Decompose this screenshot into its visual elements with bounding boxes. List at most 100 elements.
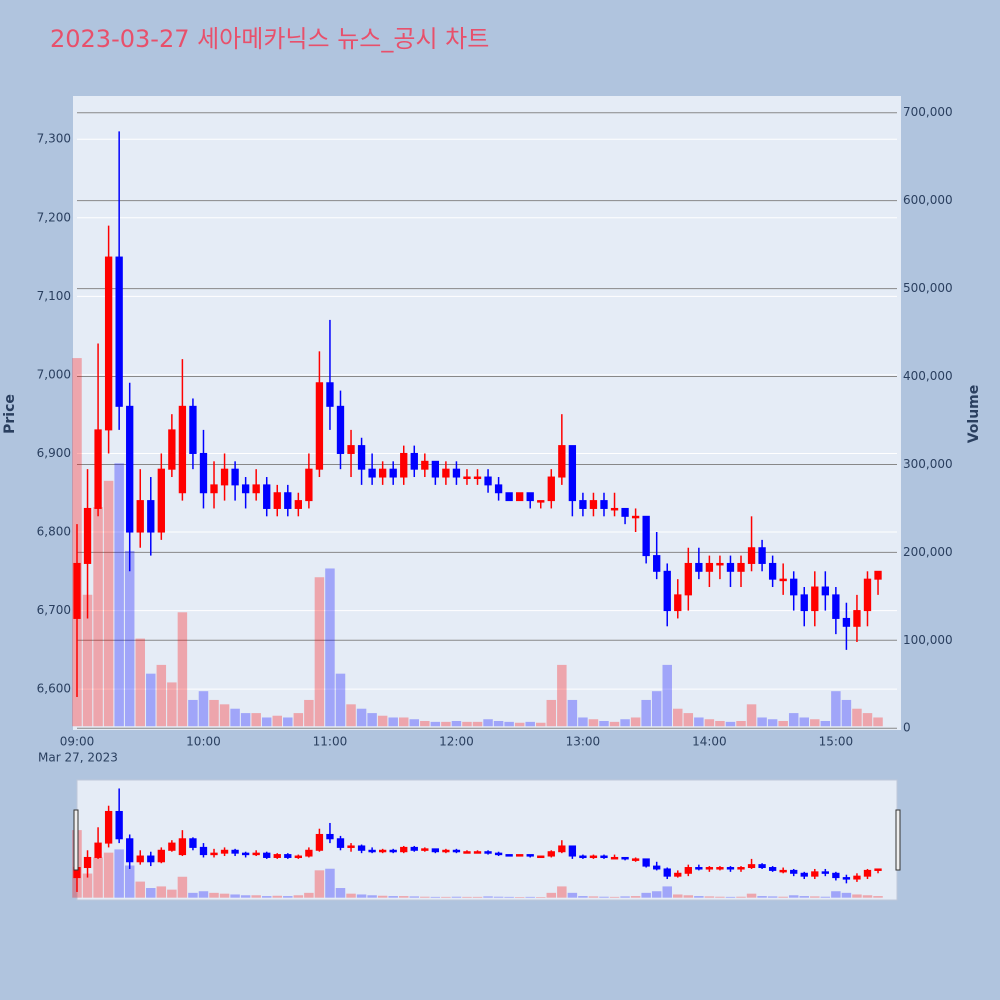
chart-title: 2023-03-27 세아메카닉스 뉴스_공시 차트: [50, 25, 489, 53]
y-tick-label: 6,600: [37, 682, 71, 696]
y-tick-label: 7,000: [37, 367, 71, 381]
volume-bar: [209, 892, 219, 898]
volume-bar: [367, 713, 377, 727]
candle-body: [463, 476, 471, 480]
volume-bar: [483, 719, 493, 727]
candle-body: [568, 445, 577, 502]
candle-body: [431, 848, 440, 853]
candle-body: [874, 868, 882, 871]
candle-body: [94, 842, 102, 858]
volume-bar: [367, 895, 377, 898]
candle-body: [505, 854, 513, 857]
volume-bar: [209, 699, 219, 727]
candle-body: [452, 468, 461, 478]
volume-bar: [283, 717, 293, 727]
volume-bar: [609, 896, 620, 898]
volume-bar: [578, 896, 588, 898]
volume-bar: [715, 720, 725, 727]
volume-bar: [261, 717, 272, 727]
y-tick-label: 7,200: [37, 210, 71, 224]
volume-bar: [557, 664, 567, 727]
volume-bar: [620, 896, 630, 898]
candle-body: [653, 865, 661, 870]
volume-bar: [156, 886, 167, 898]
candle-body: [768, 867, 777, 871]
volume-bar: [240, 713, 251, 727]
candle-body: [220, 849, 229, 854]
candle-body: [516, 854, 524, 857]
volume-bar: [578, 717, 588, 727]
candle-body: [484, 476, 492, 486]
candle-body: [400, 452, 408, 478]
volume-bar: [725, 721, 736, 727]
y2-tick-label: 500,000: [903, 281, 953, 295]
volume-bar: [746, 704, 757, 727]
candle-body: [104, 810, 113, 844]
candle-body: [263, 484, 271, 509]
candle-body: [631, 515, 640, 519]
y2-tick-label: 0: [903, 721, 911, 735]
candle-body: [115, 256, 123, 407]
volume-bar: [820, 720, 831, 727]
volume-bar: [504, 896, 514, 898]
volume-bar: [188, 892, 198, 898]
volume-bar: [673, 708, 683, 727]
range-handle[interactable]: [73, 809, 79, 871]
volume-bar: [388, 896, 398, 898]
candle-body: [705, 562, 714, 572]
candle-body: [473, 851, 482, 854]
candle-body: [579, 500, 587, 509]
candle-body: [199, 846, 208, 856]
volume-bar: [409, 896, 420, 898]
volume-bar: [767, 896, 778, 898]
plot-area: [73, 96, 901, 730]
candle-body: [790, 869, 798, 874]
candle-body: [147, 500, 155, 533]
volume-bar: [588, 719, 599, 727]
candle-body: [547, 476, 555, 502]
volume-bar: [93, 507, 103, 727]
volume-bar: [799, 717, 809, 727]
volume-bar: [135, 638, 145, 727]
candle-body: [273, 854, 281, 858]
candle-body: [136, 855, 144, 863]
volume-bar: [198, 891, 209, 898]
candle-body: [220, 468, 229, 486]
range-handle[interactable]: [895, 809, 901, 871]
candle-body: [600, 500, 608, 509]
volume-bar: [398, 717, 409, 727]
volume-bar: [725, 896, 736, 898]
candle-body: [621, 507, 629, 517]
volume-bar: [272, 715, 282, 727]
candle-body: [737, 562, 745, 572]
volume-bar: [546, 699, 557, 727]
volume-bar: [304, 892, 314, 898]
volume-bar: [325, 868, 335, 898]
y2-axis-title: Volume: [966, 385, 982, 444]
volume-bar: [757, 717, 767, 727]
candle-body: [241, 852, 250, 856]
volume-bar: [599, 896, 609, 898]
candle-body: [684, 867, 692, 874]
candle-body: [463, 851, 471, 854]
candle-body: [368, 849, 376, 853]
volume-bar: [188, 699, 198, 727]
candle-body: [210, 484, 218, 494]
volume-bar: [451, 896, 462, 898]
volume-bar: [736, 720, 746, 727]
volume-bar: [493, 720, 504, 727]
candle-body: [421, 460, 429, 470]
volume-bar: [767, 719, 778, 727]
volume-bar: [377, 715, 388, 727]
candle-body: [347, 845, 355, 848]
range-slider[interactable]: [76, 779, 898, 901]
candle-body: [642, 515, 650, 557]
volume-bar: [651, 891, 662, 898]
volume-bar: [219, 893, 230, 898]
candle-body: [421, 848, 429, 851]
volume-bar: [146, 673, 156, 727]
candle-body: [494, 852, 503, 856]
candle-body: [695, 562, 703, 572]
volume-bar: [483, 896, 493, 898]
candle-body: [83, 507, 92, 564]
